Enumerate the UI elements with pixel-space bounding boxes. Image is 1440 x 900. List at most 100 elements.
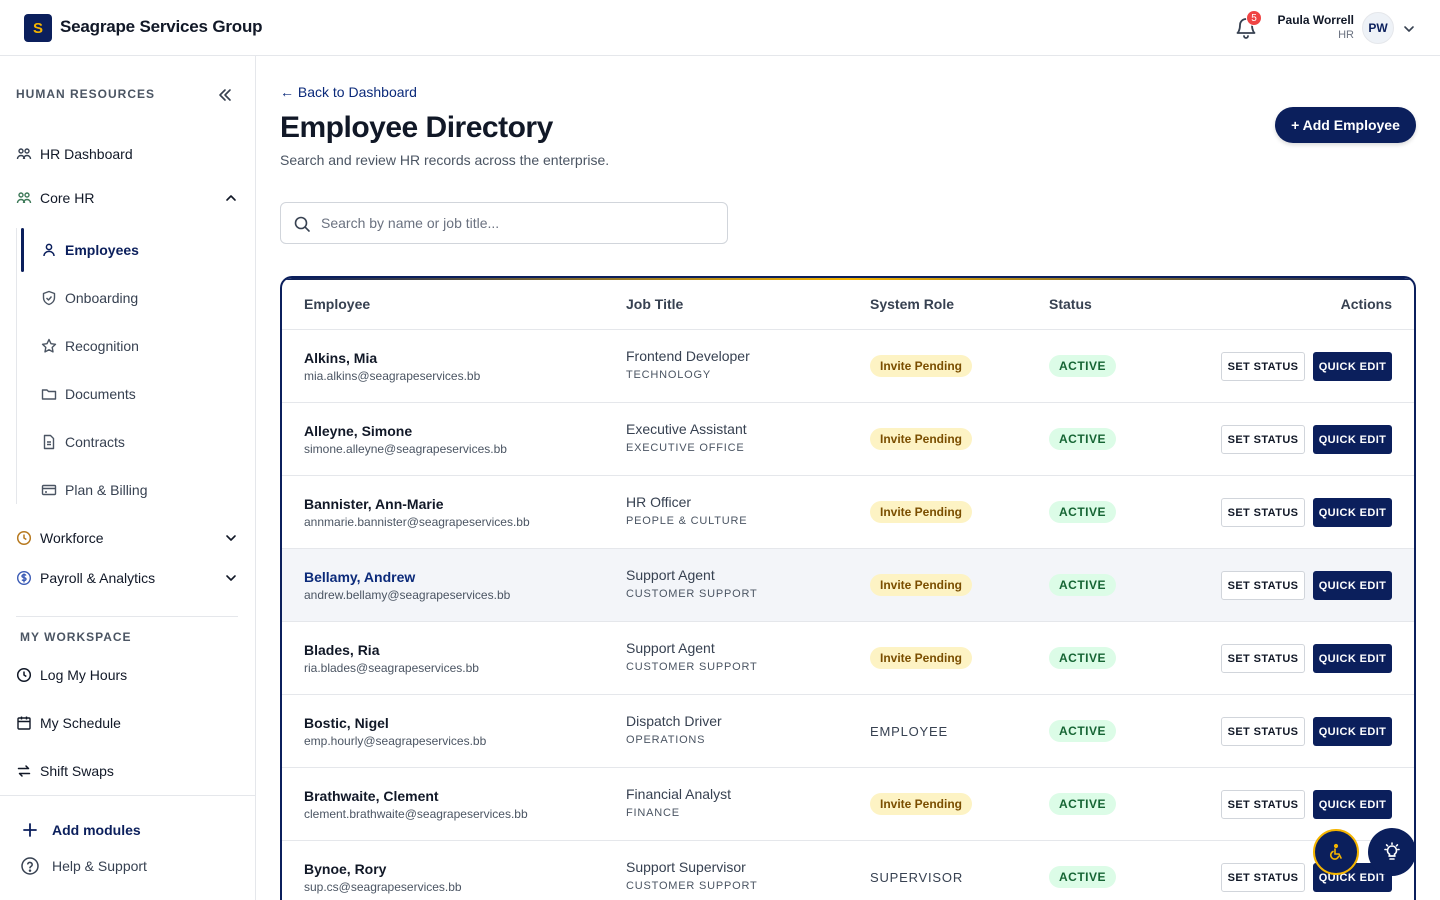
- table-row[interactable]: Bostic, Nigel emp.hourly@seagrapeservice…: [282, 695, 1414, 768]
- sidebar-item-shift-swaps[interactable]: Shift Swaps: [16, 761, 114, 781]
- back-to-dashboard-link[interactable]: ← Back to Dashboard: [280, 84, 417, 100]
- table-row[interactable]: Brathwaite, Clement clement.brathwaite@s…: [282, 768, 1414, 841]
- department: TECHNOLOGY: [626, 369, 712, 381]
- employee-name[interactable]: Bostic, Nigel: [304, 715, 389, 731]
- column-header-job-title[interactable]: Job Title: [626, 296, 684, 312]
- sidebar-item-hr-dashboard[interactable]: HR Dashboard: [16, 144, 133, 164]
- employee-name[interactable]: Alleyne, Simone: [304, 423, 413, 439]
- table-row[interactable]: Alkins, Mia mia.alkins@seagrapeservices.…: [282, 330, 1414, 403]
- employee-name[interactable]: Bellamy, Andrew: [304, 569, 416, 585]
- ideas-button[interactable]: [1368, 828, 1416, 876]
- section-label-my-workspace: MY WORKSPACE: [20, 630, 132, 644]
- accessibility-button[interactable]: [1313, 829, 1359, 875]
- calendar-icon: [17, 716, 31, 730]
- quick-edit-button[interactable]: QUICK EDIT: [1313, 790, 1392, 819]
- page-subtitle: Search and review HR records across the …: [280, 152, 610, 168]
- brand-name[interactable]: Seagrape Services Group: [60, 17, 263, 36]
- employee-name[interactable]: Bynoe, Rory: [304, 861, 387, 877]
- sidebar-item-documents[interactable]: Documents: [41, 384, 136, 404]
- sidebar-item-core-hr[interactable]: Core HR: [16, 188, 94, 208]
- active-indicator: [21, 228, 24, 272]
- status-badge: ACTIVE: [1049, 501, 1117, 523]
- sidebar-item-label: Workforce: [40, 530, 104, 546]
- role-badge: Invite Pending: [870, 647, 973, 669]
- quick-edit-button[interactable]: QUICK EDIT: [1313, 717, 1392, 746]
- lightbulb-icon: [1384, 842, 1400, 860]
- table-header: Employee Job Title System Role Status Ac…: [282, 278, 1414, 330]
- add-employee-button[interactable]: + Add Employee: [1275, 107, 1416, 143]
- column-header-system-role[interactable]: System Role: [870, 296, 955, 312]
- sidebar-item-label: Employees: [65, 242, 139, 258]
- user-name[interactable]: Paula Worrell: [1277, 13, 1354, 27]
- sidebar-divider: [16, 616, 238, 617]
- table-row[interactable]: Bellamy, Andrew andrew.bellamy@seagrapes…: [282, 549, 1414, 622]
- sidebar-item-label: Onboarding: [65, 290, 139, 306]
- employee-email: annmarie.bannister@seagrapeservices.bb: [304, 515, 530, 529]
- job-title: Support Agent: [626, 567, 715, 583]
- column-header-status[interactable]: Status: [1049, 296, 1092, 312]
- sidebar-item-workforce[interactable]: Workforce: [16, 528, 104, 548]
- job-title: Executive Assistant: [626, 421, 747, 437]
- employee-name[interactable]: Bannister, Ann-Marie: [304, 496, 444, 512]
- set-status-button[interactable]: SET STATUS: [1221, 425, 1305, 454]
- quick-edit-button[interactable]: QUICK EDIT: [1313, 644, 1392, 673]
- chevron-down-icon[interactable]: [1402, 22, 1416, 36]
- employee-name[interactable]: Blades, Ria: [304, 642, 380, 658]
- chevron-up-icon[interactable]: [224, 191, 238, 205]
- submenu-guide: [16, 228, 17, 504]
- role-badge: Invite Pending: [870, 428, 973, 450]
- team-icon: [16, 148, 32, 160]
- sidebar-item-label: Plan & Billing: [65, 482, 148, 498]
- sidebar-item-employees[interactable]: Employees: [41, 240, 139, 260]
- set-status-button[interactable]: SET STATUS: [1221, 644, 1305, 673]
- sidebar-item-my-schedule[interactable]: My Schedule: [16, 713, 121, 733]
- employee-email: andrew.bellamy@seagrapeservices.bb: [304, 588, 511, 602]
- set-status-button[interactable]: SET STATUS: [1221, 498, 1305, 527]
- set-status-button[interactable]: SET STATUS: [1221, 352, 1305, 381]
- quick-edit-button[interactable]: QUICK EDIT: [1313, 498, 1392, 527]
- employee-name[interactable]: Brathwaite, Clement: [304, 788, 439, 804]
- department: CUSTOMER SUPPORT: [626, 588, 758, 600]
- employee-email: simone.alleyne@seagrapeservices.bb: [304, 442, 507, 456]
- department: FINANCE: [626, 807, 680, 819]
- table-accent-bar: [282, 278, 1414, 280]
- status-badge: ACTIVE: [1049, 720, 1117, 742]
- help-support-link[interactable]: Help & Support: [20, 856, 147, 876]
- employee-name[interactable]: Alkins, Mia: [304, 350, 378, 366]
- set-status-button[interactable]: SET STATUS: [1221, 863, 1305, 892]
- table-row[interactable]: Bynoe, Rory sup.cs@seagrapeservices.bb S…: [282, 841, 1414, 900]
- user-icon: [43, 243, 55, 257]
- sidebar-item-onboarding[interactable]: Onboarding: [41, 288, 138, 308]
- search-input[interactable]: [321, 203, 721, 243]
- set-status-button[interactable]: SET STATUS: [1221, 717, 1305, 746]
- set-status-button[interactable]: SET STATUS: [1221, 571, 1305, 600]
- chevron-down-icon[interactable]: [224, 571, 238, 585]
- column-header-employee[interactable]: Employee: [304, 296, 371, 312]
- collapse-sidebar-icon[interactable]: [216, 86, 234, 104]
- bell-icon[interactable]: [1234, 16, 1258, 40]
- top-bar: S Seagrape Services Group 5 Paula Worrel…: [0, 0, 1440, 56]
- table-row[interactable]: Blades, Ria ria.blades@seagrapeservices.…: [282, 622, 1414, 695]
- sidebar-item-payroll-analytics[interactable]: Payroll & Analytics: [16, 568, 155, 588]
- sidebar-item-recognition[interactable]: Recognition: [41, 336, 139, 356]
- sidebar-item-plan-billing[interactable]: Plan & Billing: [41, 480, 148, 500]
- shield-check-icon: [42, 290, 56, 306]
- quick-edit-button[interactable]: QUICK EDIT: [1313, 571, 1392, 600]
- clock-icon: [16, 530, 32, 546]
- sidebar-item-log-my-hours[interactable]: Log My Hours: [16, 665, 127, 685]
- sidebar-footer-divider: [0, 795, 256, 796]
- avatar[interactable]: PW: [1362, 12, 1394, 44]
- add-modules-button[interactable]: Add modules: [20, 820, 141, 840]
- sidebar-item-contracts[interactable]: Contracts: [41, 432, 125, 452]
- quick-edit-button[interactable]: QUICK EDIT: [1313, 425, 1392, 454]
- status-badge: ACTIVE: [1049, 866, 1117, 888]
- brand-logo[interactable]: S: [24, 14, 52, 42]
- employee-email: emp.hourly@seagrapeservices.bb: [304, 734, 487, 748]
- table-row[interactable]: Bannister, Ann-Marie annmarie.bannister@…: [282, 476, 1414, 549]
- chevron-down-icon[interactable]: [224, 531, 238, 545]
- status-badge: ACTIVE: [1049, 574, 1117, 596]
- quick-edit-button[interactable]: QUICK EDIT: [1313, 352, 1392, 381]
- role-text: SUPERVISOR: [870, 870, 964, 885]
- set-status-button[interactable]: SET STATUS: [1221, 790, 1305, 819]
- table-row[interactable]: Alleyne, Simone simone.alleyne@seagrapes…: [282, 403, 1414, 476]
